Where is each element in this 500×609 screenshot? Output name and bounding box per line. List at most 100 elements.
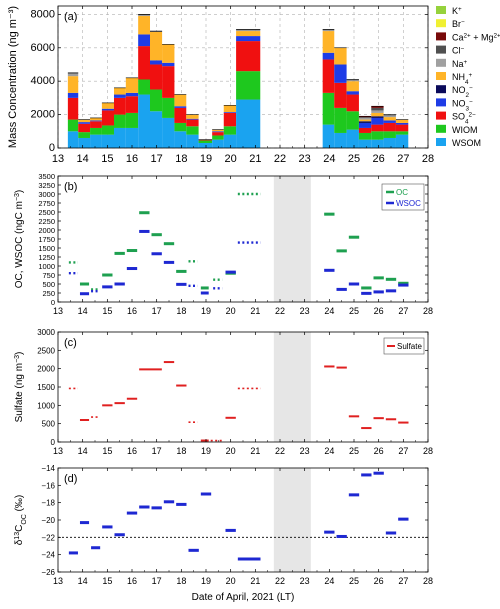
bar-segment-no3 [223, 112, 237, 113]
bar-segment-wiom [78, 132, 91, 138]
x-tick-label: 19 [201, 576, 211, 586]
x-tick-label: 19 [200, 153, 212, 165]
bar-segment-no3 [113, 94, 126, 98]
legend-swatch-wiom [436, 124, 446, 133]
bar-segment-wiom [371, 131, 384, 140]
legend-swatch-k [436, 6, 446, 14]
legend: Sulfate [383, 337, 425, 355]
bar-segment-wiom [174, 122, 187, 132]
bar-segment-wsom [334, 132, 347, 148]
bar-segment-so4 [162, 66, 175, 98]
bar-segment-so4 [322, 59, 335, 93]
x-tick-label: 16 [127, 576, 137, 586]
panel-label: (a) [64, 11, 77, 23]
legend-label-nh4: NH4+ [452, 72, 473, 86]
legend-swatch-camg [436, 32, 446, 41]
legend-label: OC [396, 188, 408, 197]
bar-segment-wsom [346, 129, 359, 148]
bar-segment-camg [371, 106, 384, 108]
x-tick-label: 25 [348, 153, 360, 165]
stacked-bar [90, 117, 102, 148]
bar-segment-camg [358, 116, 372, 118]
x-tick-label: 25 [349, 306, 359, 316]
y-tick-label: −14 [41, 464, 55, 473]
bar-segment-no3 [322, 52, 335, 60]
bar-segment-nh4 [162, 44, 175, 63]
x-tick-label: 17 [151, 153, 163, 165]
bar-segment-nh4 [322, 31, 335, 53]
bar-segment-so4 [371, 124, 384, 132]
x-tick-label: 22 [275, 576, 285, 586]
y-tick-label: 2000 [31, 109, 55, 121]
bar-segment-wsom [358, 139, 372, 148]
y-tick-label: −26 [41, 568, 55, 577]
bar-segment-no3 [383, 120, 396, 123]
x-tick-label: 26 [374, 576, 384, 586]
series-sulfate [68, 361, 409, 442]
x-tick-label: 21 [250, 576, 260, 586]
x-tick-label: 15 [102, 576, 112, 586]
x-tick-label: 23 [300, 446, 310, 456]
bar-segment-no3 [125, 92, 139, 97]
x-tick-label: 15 [102, 306, 112, 316]
x-tick-label: 26 [374, 446, 384, 456]
panel-b: 0250500750100012501500175020002250250027… [14, 172, 434, 316]
bar-segment-wsom [125, 127, 139, 148]
stacked-bar [236, 29, 261, 148]
y-tick-label: 2000 [37, 365, 55, 374]
x-tick-label: 24 [323, 153, 335, 165]
x-tick-label: 17 [152, 446, 162, 456]
y-tick-label: 2500 [38, 208, 55, 217]
legend-swatch-nh4 [436, 72, 446, 80]
y-tick-label: 2250 [38, 217, 55, 226]
gap-shade [273, 468, 311, 572]
stacked-bar [322, 29, 335, 148]
stacked-bar [223, 105, 237, 148]
x-tick-label: 27 [398, 306, 408, 316]
y-tick-label: 2500 [37, 346, 55, 355]
bar-segment-no2 [371, 116, 384, 118]
bar-segment-wsom [174, 131, 187, 148]
bar-segment-na [383, 115, 396, 118]
x-tick-label: 22 [275, 446, 285, 456]
bar-segment-no3 [358, 122, 372, 128]
bar-segment-nh4 [334, 47, 347, 65]
x-tick-label: 13 [53, 576, 63, 586]
x-tick-label: 15 [102, 446, 112, 456]
bar-segment-cl [371, 107, 384, 111]
bar-segment-no3 [334, 64, 347, 83]
x-tick-label: 18 [175, 153, 187, 165]
legend-swatch-so4 [436, 111, 446, 120]
x-tick-label: 16 [126, 153, 138, 165]
legend-label-no2: NO2− [452, 85, 473, 99]
stacked-bar [371, 105, 384, 148]
bar-segment-no3 [90, 120, 102, 122]
legend-box [381, 183, 425, 211]
x-tick-label: 16 [127, 306, 137, 316]
legend: K+Br−Ca2+ + Mg2+Cl−Na+NH4+NO2−NO3−SO42−W… [436, 6, 500, 148]
bar-segment-wsom [90, 134, 102, 148]
x-tick-label: 13 [53, 446, 63, 456]
bar-segment-so4 [358, 127, 372, 133]
bar-segment-nh4 [358, 119, 372, 122]
bar-segment-wiom [101, 125, 114, 135]
stacked-bar [138, 14, 151, 148]
bar-segment-so4 [223, 112, 237, 127]
bar-segment-wsom [212, 139, 224, 148]
bar-segment-wiom [150, 89, 163, 112]
bar-segment-cl [138, 14, 151, 16]
bar-segment-wiom [113, 114, 126, 128]
x-tick-label: 14 [78, 306, 88, 316]
x-tick-label: 21 [249, 153, 261, 165]
bar-segment-wsom [138, 94, 151, 148]
bar-segment-nh4 [395, 119, 409, 123]
x-tick-label: 14 [77, 153, 89, 165]
x-tick-label: 20 [226, 446, 236, 456]
bar-segment-wiom [334, 107, 347, 133]
x-tick-label: 18 [176, 446, 186, 456]
bar-segment-na [371, 110, 384, 113]
legend-label: WSOC [396, 199, 421, 208]
y-tick-label: 3500 [38, 172, 55, 181]
y-tick-label: 1000 [37, 401, 55, 410]
bar-segment-nh4 [125, 77, 139, 93]
